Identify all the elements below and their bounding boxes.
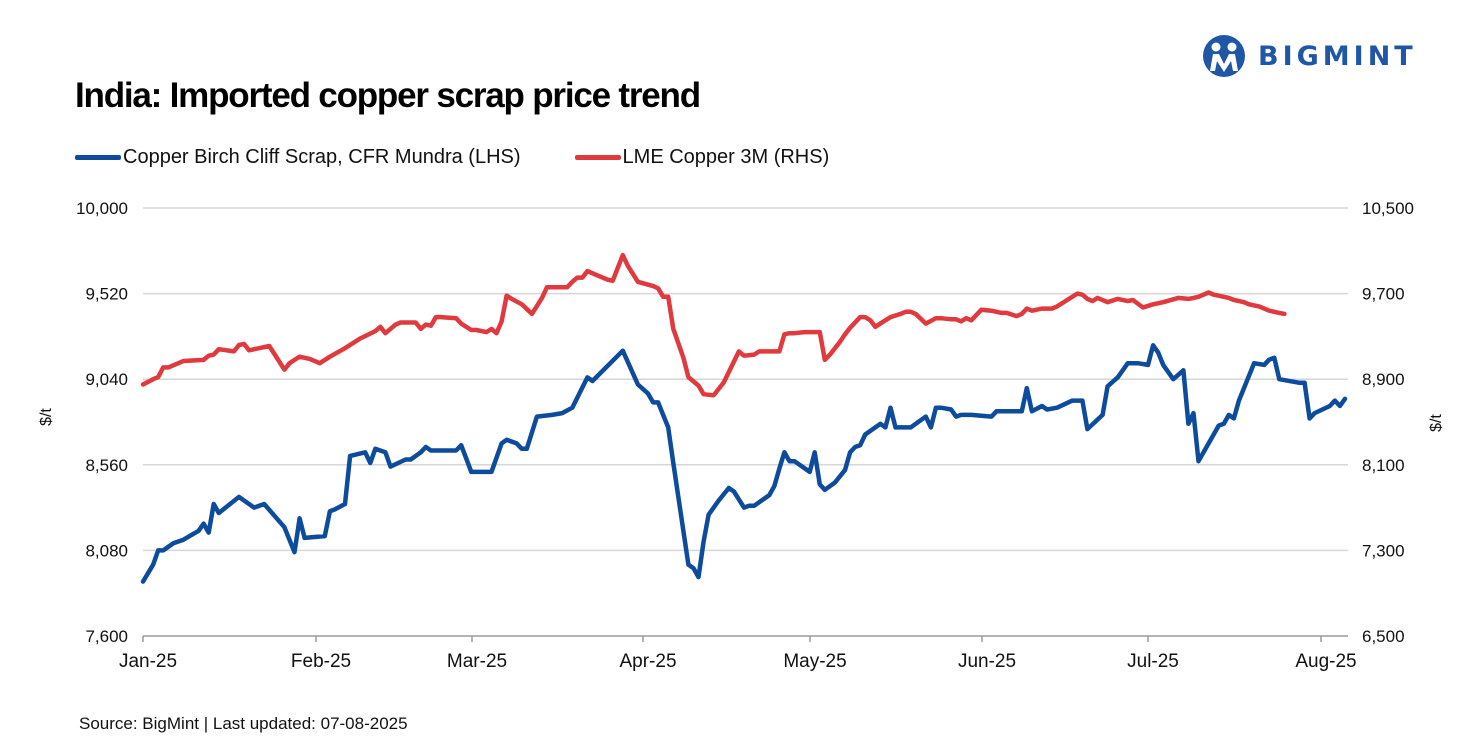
y-tick-left: 9,520 <box>85 285 128 304</box>
y-tick-right: 8,900 <box>1362 370 1405 389</box>
x-tick-label: Jul-25 <box>1127 651 1179 672</box>
series-line-lme <box>140 252 1287 398</box>
y-tick-left: 8,560 <box>85 456 128 475</box>
chart-legend: Copper Birch Cliff Scrap, CFR Mundra (LH… <box>75 146 883 169</box>
y-tick-left: 7,600 <box>85 627 128 646</box>
y-tick-right: 7,300 <box>1362 541 1405 560</box>
legend-label-lme: LME Copper 3M (RHS) <box>622 146 830 168</box>
y-tick-right: 9,700 <box>1362 285 1405 304</box>
bigmint-logo-text: BIGMINT <box>1258 40 1417 72</box>
x-tick-label: May-25 <box>783 651 846 672</box>
x-tick-label: Aug-25 <box>1295 651 1356 672</box>
x-tick-label: Mar-25 <box>447 651 507 672</box>
bigmint-logo-icon <box>1203 35 1245 77</box>
y-tick-left: 9,040 <box>85 370 128 389</box>
x-tick-label: Jun-25 <box>958 651 1016 672</box>
chart-title: India: Imported copper scrap price trend <box>75 76 701 115</box>
y-tick-left: 8,080 <box>85 541 128 560</box>
y-axis-label-left: $/t <box>38 408 55 426</box>
y-tick-left: 10,000 <box>76 199 128 218</box>
x-tick-label: Apr-25 <box>619 651 676 672</box>
y-tick-right: 8,100 <box>1362 456 1405 475</box>
bigmint-logo: BIGMINT <box>1202 34 1417 78</box>
legend-label-birch-cliff: Copper Birch Cliff Scrap, CFR Mundra (LH… <box>123 146 521 168</box>
x-tick-label: Jan-25 <box>119 651 177 672</box>
legend-swatch-red <box>574 155 621 160</box>
legend-item-lme: LME Copper 3M (RHS) <box>574 146 830 169</box>
source-note: Source: BigMint | Last updated: 07-08-20… <box>79 714 408 733</box>
y-tick-right: 10,500 <box>1362 199 1414 218</box>
legend-swatch-blue <box>75 155 121 160</box>
series-line-birch-cliff <box>140 343 1348 584</box>
y-tick-right: 6,500 <box>1362 627 1405 646</box>
legend-item-birch-cliff: Copper Birch Cliff Scrap, CFR Mundra (LH… <box>75 146 521 169</box>
x-tick-label: Feb-25 <box>291 651 351 672</box>
y-axis-label-right: $/t <box>1428 414 1445 432</box>
